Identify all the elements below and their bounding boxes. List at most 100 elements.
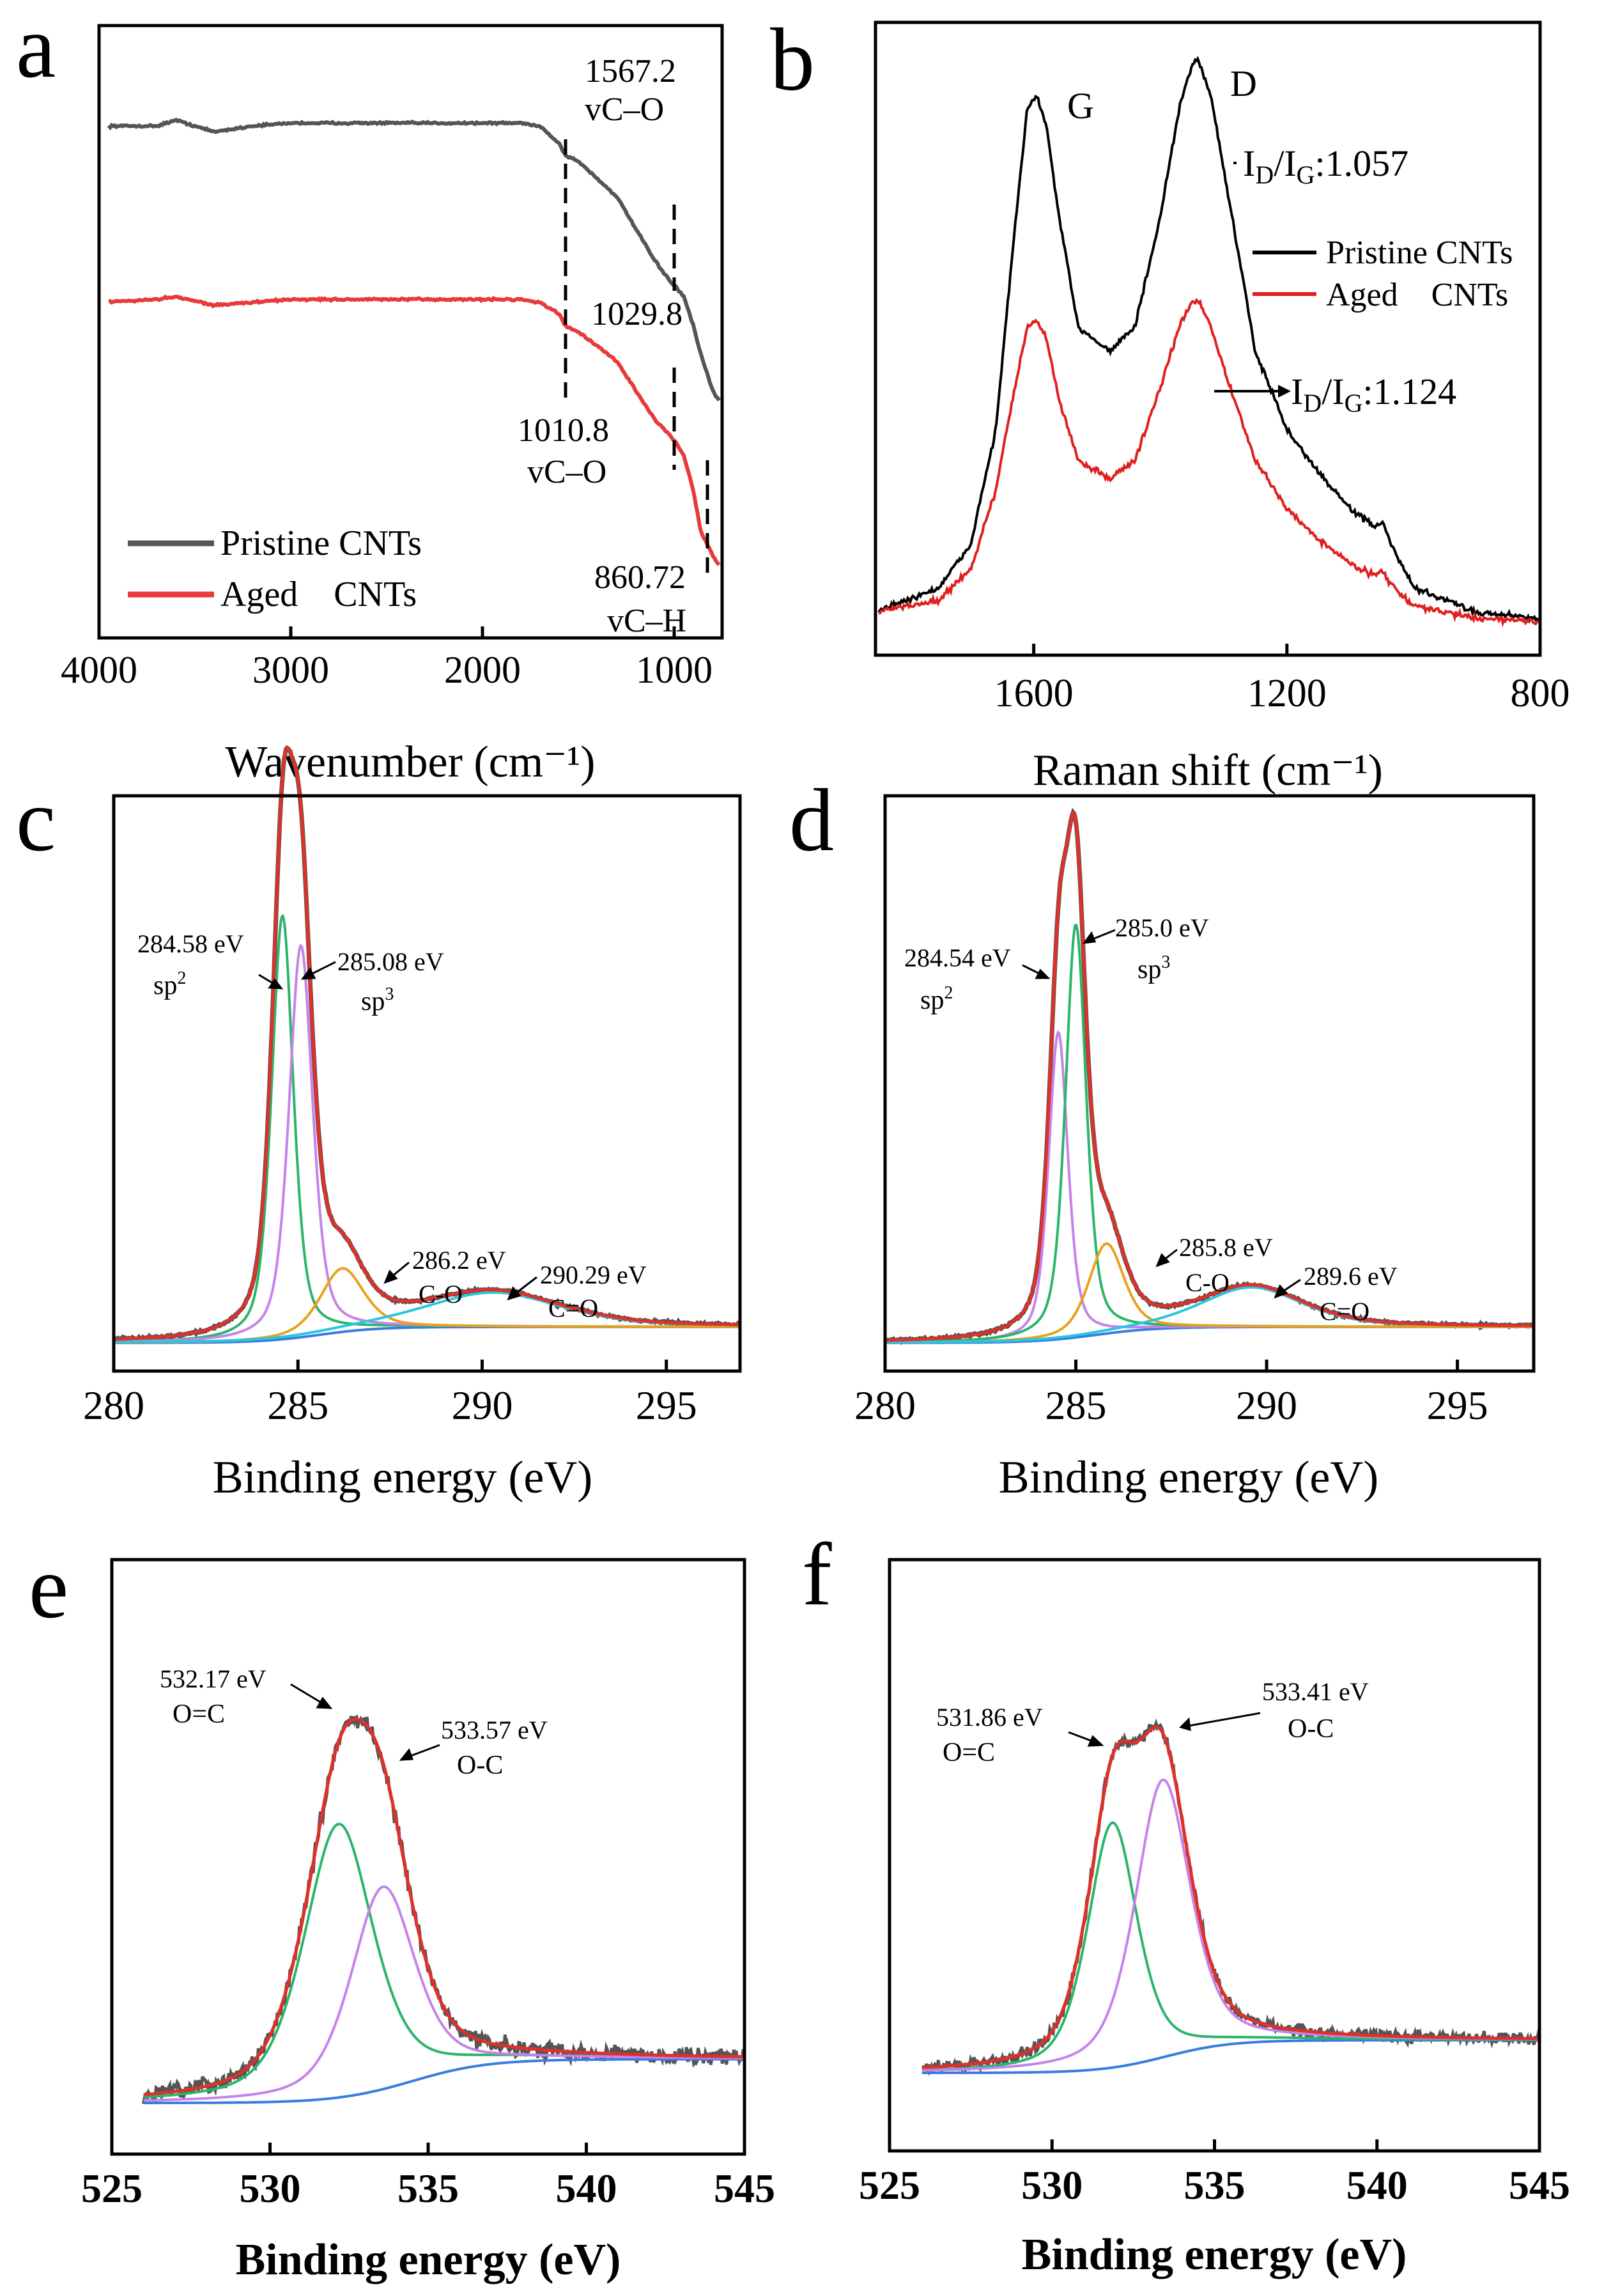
axes-frame-b xyxy=(874,20,1542,657)
tick-label-a-4000: 4000 xyxy=(61,649,137,691)
panel-e: e 525 530 535 540 545 Binding energy (eV) 53… xyxy=(29,1538,775,2284)
annot-d-ceqo-energy: 289.6 eV xyxy=(1304,1262,1398,1291)
series-f-component-oc xyxy=(922,1778,1539,2072)
annot-a-1029: 1029.8 xyxy=(591,296,682,332)
tick-label-e-535: 535 xyxy=(397,2166,459,2211)
annot-a-1567: 1567.2 xyxy=(585,53,676,89)
panel-letter-c: c xyxy=(16,771,56,870)
annot-c-sp3-species: sp3 xyxy=(361,984,394,1016)
panel-letter-b: b xyxy=(770,10,815,109)
panel-letter-d: d xyxy=(789,771,834,870)
annot-arrows-e xyxy=(290,1683,440,1761)
panel-letter-a: a xyxy=(16,0,56,97)
axes-frame-e xyxy=(110,1558,746,2156)
series-e-raw xyxy=(142,1714,746,2105)
annot-e-oc-energy: 533.57 eV xyxy=(441,1716,548,1744)
arrowhead-idig-2 xyxy=(1278,385,1291,398)
tick-label-d-290: 290 xyxy=(1236,1383,1297,1428)
tick-label-a-2000: 2000 xyxy=(444,649,521,691)
tick-label-d-280: 280 xyxy=(854,1383,916,1428)
annot-e-oeqc-energy: 532.17 eV xyxy=(160,1664,266,1693)
tick-label-e-540: 540 xyxy=(556,2166,617,2211)
annot-e-oeqc-species: O=C xyxy=(173,1700,225,1729)
annot-c-ceqo-species: C=O xyxy=(548,1294,598,1323)
annot-d-co-species: C-O xyxy=(1185,1268,1230,1297)
peak-label-g: G xyxy=(1067,85,1094,127)
tick-label-e-525: 525 xyxy=(81,2166,143,2211)
axes-frame-d xyxy=(883,794,1536,1373)
annot-c-sp2-energy: 284.58 eV xyxy=(137,929,244,958)
annot-e-oc-species: O-C xyxy=(457,1751,503,1780)
annot-a-vco-1: vC–O xyxy=(585,91,664,128)
xlabel-b: Raman shift (cm⁻¹) xyxy=(1033,746,1383,795)
series-d-fit-envelope xyxy=(884,811,1534,1342)
vline-1567 xyxy=(564,139,709,575)
annot-a-vco-2: vC–O xyxy=(527,454,606,490)
panel-letter-e: e xyxy=(29,1538,68,1637)
annot-c-co-species: C-O xyxy=(419,1280,463,1308)
tick-label-b-1200: 1200 xyxy=(1247,672,1327,715)
series-a-pristine xyxy=(107,117,721,401)
xlabel-e: Binding energy (eV) xyxy=(236,2235,621,2284)
annot-arrows-f xyxy=(1068,1712,1261,1747)
tick-label-f-535: 535 xyxy=(1184,2162,1245,2208)
legend-b-label-aged: Aged CNTs xyxy=(1326,277,1508,313)
annot-d-sp3-species: sp3 xyxy=(1137,952,1170,984)
tick-label-b-1600: 1600 xyxy=(994,672,1074,715)
annot-c-sp2-species: sp2 xyxy=(153,968,186,1000)
annot-idig-2: ID/IG:1.124 xyxy=(1291,371,1456,417)
series-b-aged xyxy=(878,298,1541,628)
annot-f-oeqc-energy: 531.86 eV xyxy=(936,1703,1043,1732)
peak-label-d: D xyxy=(1230,63,1257,104)
annot-c-co-energy: 286.2 eV xyxy=(412,1246,506,1275)
tick-label-f-540: 540 xyxy=(1346,2162,1408,2208)
panel-c: c 280 285 290 295 Binding energy (eV) 284.5… xyxy=(16,745,742,1503)
tick-label-a-3000: 3000 xyxy=(252,649,329,691)
series-d-raw xyxy=(884,807,1534,1346)
annot-arrows-c xyxy=(258,961,537,1301)
annot-a-860: 860.72 xyxy=(594,559,686,596)
panel-f: f 525 530 535 540 545 Binding energy (eV) 53… xyxy=(802,1525,1570,2279)
axes-frame-c xyxy=(112,794,742,1373)
legend-b-label-pristine: Pristine CNTs xyxy=(1326,235,1513,271)
annot-d-sp3-energy: 285.0 eV xyxy=(1115,913,1209,942)
series-c-fit-envelope xyxy=(113,747,740,1341)
tick-label-f-525: 525 xyxy=(859,2162,920,2208)
tick-label-d-285: 285 xyxy=(1045,1383,1107,1428)
annot-c-sp3-energy: 285.08 eV xyxy=(337,947,444,976)
annot-d-sp2-energy: 284.54 eV xyxy=(904,943,1011,972)
axes-frame-a xyxy=(97,24,724,640)
tick-label-e-545: 545 xyxy=(714,2166,775,2211)
annot-c-ceqo-energy: 290.29 eV xyxy=(540,1260,647,1289)
annot-f-oeqc-species: O=C xyxy=(943,1738,995,1767)
xlabel-c: Binding energy (eV) xyxy=(213,1452,593,1503)
annot-d-sp2-species: sp2 xyxy=(920,983,953,1015)
xlabel-d: Binding energy (eV) xyxy=(999,1452,1379,1503)
tick-label-c-290: 290 xyxy=(451,1383,513,1428)
panel-b: b G D ID/IG:1.057 ID/IG:1.124 Pristine C… xyxy=(770,10,1570,795)
tick-label-d-295: 295 xyxy=(1427,1383,1488,1428)
annot-a-1010: 1010.8 xyxy=(518,412,609,449)
tick-label-f-530: 530 xyxy=(1021,2162,1083,2208)
xlabel-f: Binding energy (eV) xyxy=(1022,2230,1407,2279)
tick-label-c-280: 280 xyxy=(83,1383,144,1428)
series-f-fit-envelope xyxy=(922,1725,1539,2070)
legend-b: Pristine CNTs Aged CNTs xyxy=(1253,235,1513,313)
series-e-baseline xyxy=(143,2058,744,2104)
annot-f-oc-energy: 533.41 eV xyxy=(1262,1677,1369,1706)
tick-label-a-1000: 1000 xyxy=(636,649,713,691)
annot-idig-1: ID/IG:1.057 xyxy=(1243,143,1408,189)
series-e-component-oc xyxy=(143,1885,745,2102)
annot-d-co-energy: 285.8 eV xyxy=(1179,1233,1273,1262)
series-f-raw xyxy=(922,1718,1541,2076)
panel-a: a 1567.2 vC–O 1029.8 1010.8 vC–O 860.72 … xyxy=(16,0,724,787)
annot-f-oc-species: O-C xyxy=(1288,1714,1334,1744)
legend-a: Pristine CNTs Aged CNTs xyxy=(128,524,422,614)
series-b-pristine xyxy=(877,56,1540,624)
annot-arrows-d xyxy=(1022,929,1301,1299)
panel-d: d 280 285 290 295 Binding energy (eV) 284.5… xyxy=(789,771,1536,1503)
panel-letter-f: f xyxy=(802,1525,832,1624)
tick-label-c-295: 295 xyxy=(636,1383,697,1428)
tick-label-f-545: 545 xyxy=(1509,2162,1570,2208)
